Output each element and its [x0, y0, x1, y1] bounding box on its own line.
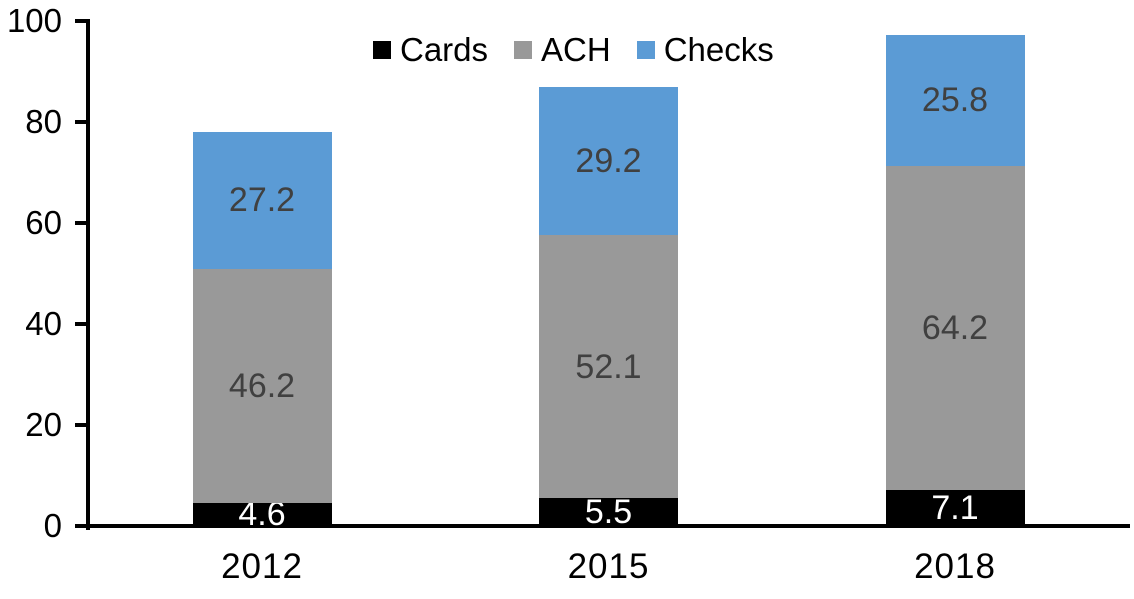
legend-item-checks: Checks	[636, 30, 774, 70]
bar-segment-checks-2018: 25.8	[885, 35, 1025, 166]
y-axis-tick-mark	[75, 220, 89, 225]
legend-swatch-checks-icon	[636, 41, 655, 59]
legend-swatch-cards-icon	[373, 41, 391, 59]
legend-item-cards: Cards	[373, 30, 488, 70]
y-axis-tick-mark	[75, 422, 89, 427]
legend-label: Cards	[400, 31, 489, 68]
bar-segment-checks-2015: 29.2	[539, 87, 678, 235]
bar-value-label: 7.1	[931, 489, 979, 528]
legend: Cards ACH Checks	[373, 30, 774, 70]
y-axis-tick-mark	[75, 321, 89, 326]
legend-label: Checks	[663, 31, 774, 68]
bar-segment-ach-2012: 46.2	[192, 269, 332, 503]
bar-value-label: 4.6	[238, 495, 286, 534]
legend-label: ACH	[541, 31, 611, 68]
x-axis-category-label: 2012	[221, 547, 303, 586]
bar-segment-checks-2012: 27.2	[192, 131, 332, 270]
bar-value-label: 25.8	[921, 81, 989, 120]
y-axis-tick-label: 60	[25, 203, 62, 241]
y-axis-tick-label: 80	[25, 102, 62, 140]
bar-segment-ach-2018: 64.2	[885, 165, 1025, 491]
x-axis-category-label: 2018	[914, 547, 996, 586]
bar-segment-cards-2012: 4.6	[192, 497, 332, 531]
y-axis-tick-label: 40	[25, 304, 62, 342]
legend-swatch-ach-icon	[514, 41, 533, 59]
y-axis-line	[86, 19, 90, 530]
bar-value-label: 64.2	[921, 308, 989, 347]
bar-segment-ach-2015: 52.1	[539, 234, 678, 499]
bar-value-label: 27.2	[228, 181, 296, 220]
y-axis-tick-label: 20	[25, 405, 62, 443]
y-axis-tick-mark	[75, 524, 89, 528]
bar-segment-cards-2015: 5.5	[539, 493, 678, 532]
bar-segment-cards-2018: 7.1	[885, 489, 1025, 528]
x-axis-category-label: 2015	[567, 547, 650, 586]
y-axis-tick-label: 100	[6, 1, 62, 39]
bar-value-label: 52.1	[575, 347, 642, 386]
y-axis-tick-mark	[75, 18, 89, 23]
legend-item-ach: ACH	[514, 30, 611, 70]
y-axis-tick-label: 0	[43, 507, 62, 544]
y-axis-tick-mark	[75, 119, 89, 124]
bar-value-label: 29.2	[575, 142, 642, 181]
x-axis-line	[86, 524, 1130, 528]
bar-value-label: 46.2	[228, 366, 296, 405]
bar-value-label: 5.5	[584, 493, 633, 532]
